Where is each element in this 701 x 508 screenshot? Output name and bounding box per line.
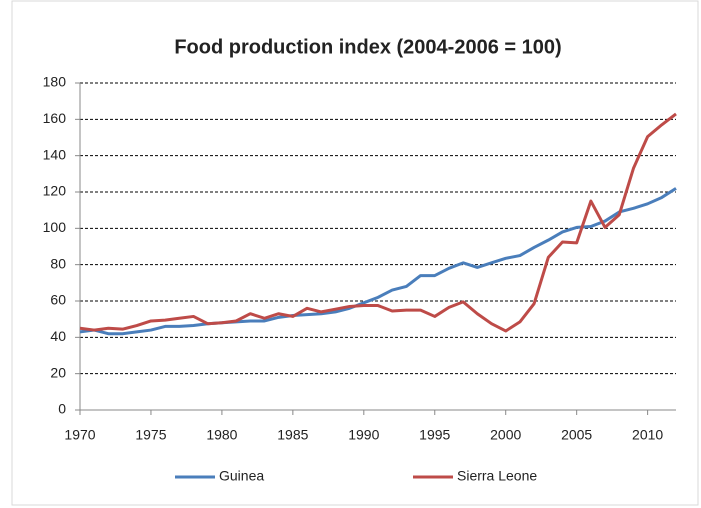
y-tick-label: 20 [50,364,66,380]
series-line [79,187,677,336]
legend-label: Sierra Leone [457,468,537,484]
y-tick-label: 160 [43,110,67,126]
y-tick-label: 60 [50,292,66,308]
x-tick-label: 1985 [277,427,308,443]
x-tick-label: 2005 [561,427,592,443]
chart-title: Food production index (2004-2006 = 100) [174,36,561,58]
x-tick-label: 1990 [348,427,379,443]
series-line [79,112,677,333]
y-tick-label: 120 [43,183,67,199]
x-tick-label: 1980 [206,427,237,443]
y-tick-label: 80 [50,255,66,271]
y-tick-label: 0 [58,401,66,417]
legend-label: Guinea [219,468,264,484]
x-tick-label: 2000 [490,427,521,443]
y-tick-label: 180 [43,74,67,90]
x-tick-label: 2010 [632,427,663,443]
x-tick-label: 1975 [135,427,166,443]
y-tick-label: 140 [43,146,67,162]
chart-border [11,0,699,506]
y-tick-label: 40 [50,328,66,344]
y-tick-label: 100 [43,219,67,235]
x-tick-label: 1970 [64,427,95,443]
x-tick-label: 1995 [419,427,450,443]
